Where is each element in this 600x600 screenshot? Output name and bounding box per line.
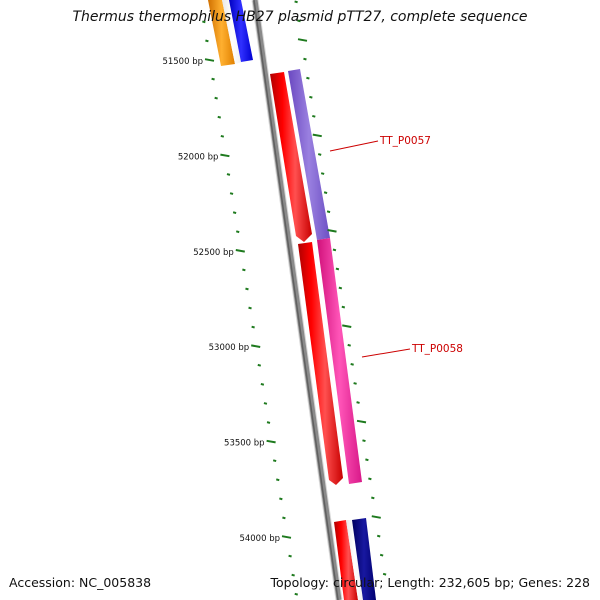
gene-labels: TT_P0057 TT_P0058 — [379, 135, 463, 355]
minor-tick-outer — [350, 362, 354, 366]
minor-tick-outer — [332, 248, 337, 252]
minor-tick-inner — [235, 230, 240, 234]
minor-tick-inner — [266, 421, 271, 424]
gene-white-top — [222, 0, 242, 64]
minor-tick-inner — [211, 77, 215, 81]
major-tick-inner — [251, 344, 261, 348]
scale-label: 51500 bp — [162, 57, 203, 67]
minor-tick-inner — [279, 497, 283, 501]
minor-tick-inner — [263, 402, 268, 405]
gene-label-tt-p0057[interactable]: TT_P0057 — [379, 135, 431, 147]
minor-tick-outer — [368, 477, 372, 481]
major-tick-outer — [356, 419, 367, 424]
minor-tick-outer — [306, 76, 310, 80]
minor-tick-inner — [229, 192, 234, 195]
minor-tick-outer — [335, 267, 340, 271]
major-tick-inner — [266, 439, 276, 444]
minor-tick-outer — [371, 496, 375, 500]
minor-tick-outer — [365, 458, 369, 462]
minor-tick-outer — [356, 401, 360, 404]
minor-tick-outer — [376, 534, 381, 538]
gene-blocks — [208, 0, 376, 600]
scale-label: 54000 bp — [239, 534, 280, 544]
scale-ticks: 51500 bp 52000 bp 52500 bp 53000 bp 53500 bp… — [162, 57, 280, 544]
minor-tick-inner — [248, 306, 252, 310]
minor-tick-outer — [323, 191, 328, 195]
minor-tick-inner — [291, 573, 295, 577]
minor-tick-outer — [294, 0, 298, 4]
minor-tick-inner — [220, 134, 225, 138]
gene-purple-outer — [288, 69, 330, 240]
label-line-tt-p0057 — [329, 140, 379, 152]
minor-tick-outer — [353, 382, 357, 385]
gene-red-bottom — [334, 520, 358, 600]
minor-tick-outer — [326, 210, 331, 214]
minor-tick-inner — [282, 516, 286, 520]
minor-tick-inner — [272, 459, 277, 463]
minor-tick-inner — [202, 20, 206, 24]
major-tick-outer — [312, 133, 322, 138]
map-title: Thermus thermophilus HB27 plasmid pTT27,… — [72, 9, 528, 25]
minor-tick-outer — [379, 553, 384, 557]
minor-tick-inner — [294, 592, 298, 596]
major-tick-outer — [297, 38, 308, 42]
minor-tick-outer — [297, 19, 301, 23]
gene-label-lines — [329, 140, 411, 358]
gene-orange-top — [208, 0, 235, 66]
gene-navy-bottom — [352, 518, 376, 600]
minor-tick-inner — [245, 287, 249, 291]
minor-tick-outer — [338, 286, 343, 290]
minor-tick-inner — [257, 363, 262, 367]
major-tick-inner — [235, 249, 245, 253]
major-tick-inner — [220, 153, 230, 158]
gene-white-bottom — [346, 520, 363, 600]
minor-tick-outer — [320, 172, 325, 175]
major-tick-outer — [327, 229, 337, 233]
gene-pink-outer — [317, 238, 362, 484]
scale-label: 52000 bp — [178, 152, 219, 162]
accession-label: Accession: NC_005838 — [9, 575, 152, 590]
minor-tick-outer — [362, 439, 366, 443]
minor-tick-inner — [217, 115, 221, 119]
backbone — [251, 0, 343, 600]
minor-tick-outer — [309, 95, 313, 99]
major-tick-inner — [204, 58, 215, 62]
major-tick-inner — [281, 535, 292, 539]
gene-label-tt-p0058[interactable]: TT_P0058 — [411, 343, 463, 355]
minor-tick-inner — [276, 478, 280, 482]
minor-tick-inner — [251, 325, 255, 329]
scale-label: 53500 bp — [224, 439, 265, 449]
minor-tick-inner — [260, 382, 265, 386]
scale-label: 53000 bp — [209, 343, 250, 353]
minor-tick-outer — [312, 114, 316, 118]
major-tick-outer — [342, 324, 352, 328]
scale-label: 52500 bp — [193, 248, 234, 258]
label-line-tt-p0058 — [361, 348, 411, 358]
minor-tick-inner — [232, 211, 237, 215]
minor-tick-outer — [341, 305, 346, 309]
minor-tick-outer — [303, 57, 307, 61]
gene-red-inner-2 — [298, 242, 343, 485]
minor-tick-outer — [347, 343, 351, 347]
minor-tick-inner — [288, 554, 292, 558]
gene-red-inner-1 — [270, 72, 312, 242]
minor-tick-inner — [242, 268, 246, 272]
minor-tick-inner — [214, 96, 218, 100]
tick-dots — [202, 0, 387, 596]
minor-tick-outer — [317, 153, 322, 156]
major-tick-outer — [371, 515, 381, 519]
minor-tick-outer — [382, 572, 387, 576]
minor-tick-inner — [226, 173, 231, 176]
gene-blue-top — [229, 0, 253, 62]
topology-summary: Topology: circular; Length: 232,605 bp; … — [270, 575, 591, 590]
minor-tick-inner — [205, 39, 209, 43]
